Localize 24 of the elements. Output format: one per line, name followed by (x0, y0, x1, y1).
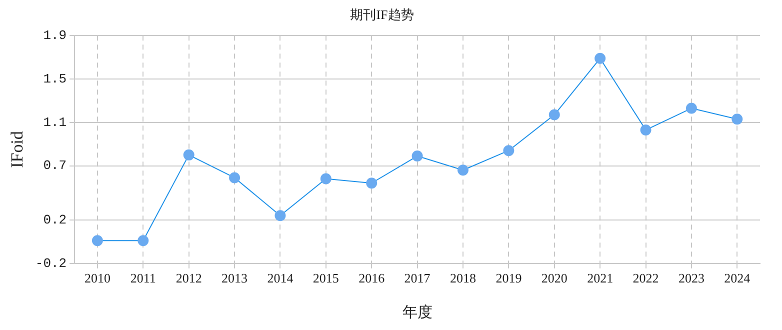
x-tick-label: 2024 (724, 270, 751, 286)
x-tick-label: 2022 (632, 270, 659, 286)
y-axis-title: IFoid (8, 130, 27, 168)
x-tick-label: 2020 (541, 270, 568, 286)
x-axis-title: 年度 (402, 302, 432, 321)
x-tick-label: 2015 (312, 270, 339, 286)
x-tick-label: 2014 (267, 270, 294, 286)
y-tick-label: 0.2 (43, 212, 67, 228)
y-tick-label: 1.5 (43, 71, 67, 86)
y-tick-label: -0.2 (35, 256, 67, 271)
y-tick-label: 0.7 (43, 158, 67, 174)
x-tick-label: 2016 (358, 270, 386, 286)
x-tick-label: 2012 (176, 270, 202, 286)
x-tick-label: 2010 (84, 270, 110, 286)
x-tick-label: 2017 (404, 270, 431, 286)
y-tick-label: 1.9 (43, 28, 67, 44)
x-tick-label: 2018 (450, 270, 476, 286)
x-tick-label: 2021 (587, 270, 614, 286)
x-tick-label: 2013 (222, 270, 248, 286)
x-tick-label: 2011 (130, 270, 156, 286)
x-tick-label: 2023 (678, 270, 704, 286)
chart-title: 期刊IF趋势 (350, 7, 414, 22)
x-tick-label: 2019 (496, 270, 522, 286)
y-tick-label: 1.1 (43, 114, 67, 130)
